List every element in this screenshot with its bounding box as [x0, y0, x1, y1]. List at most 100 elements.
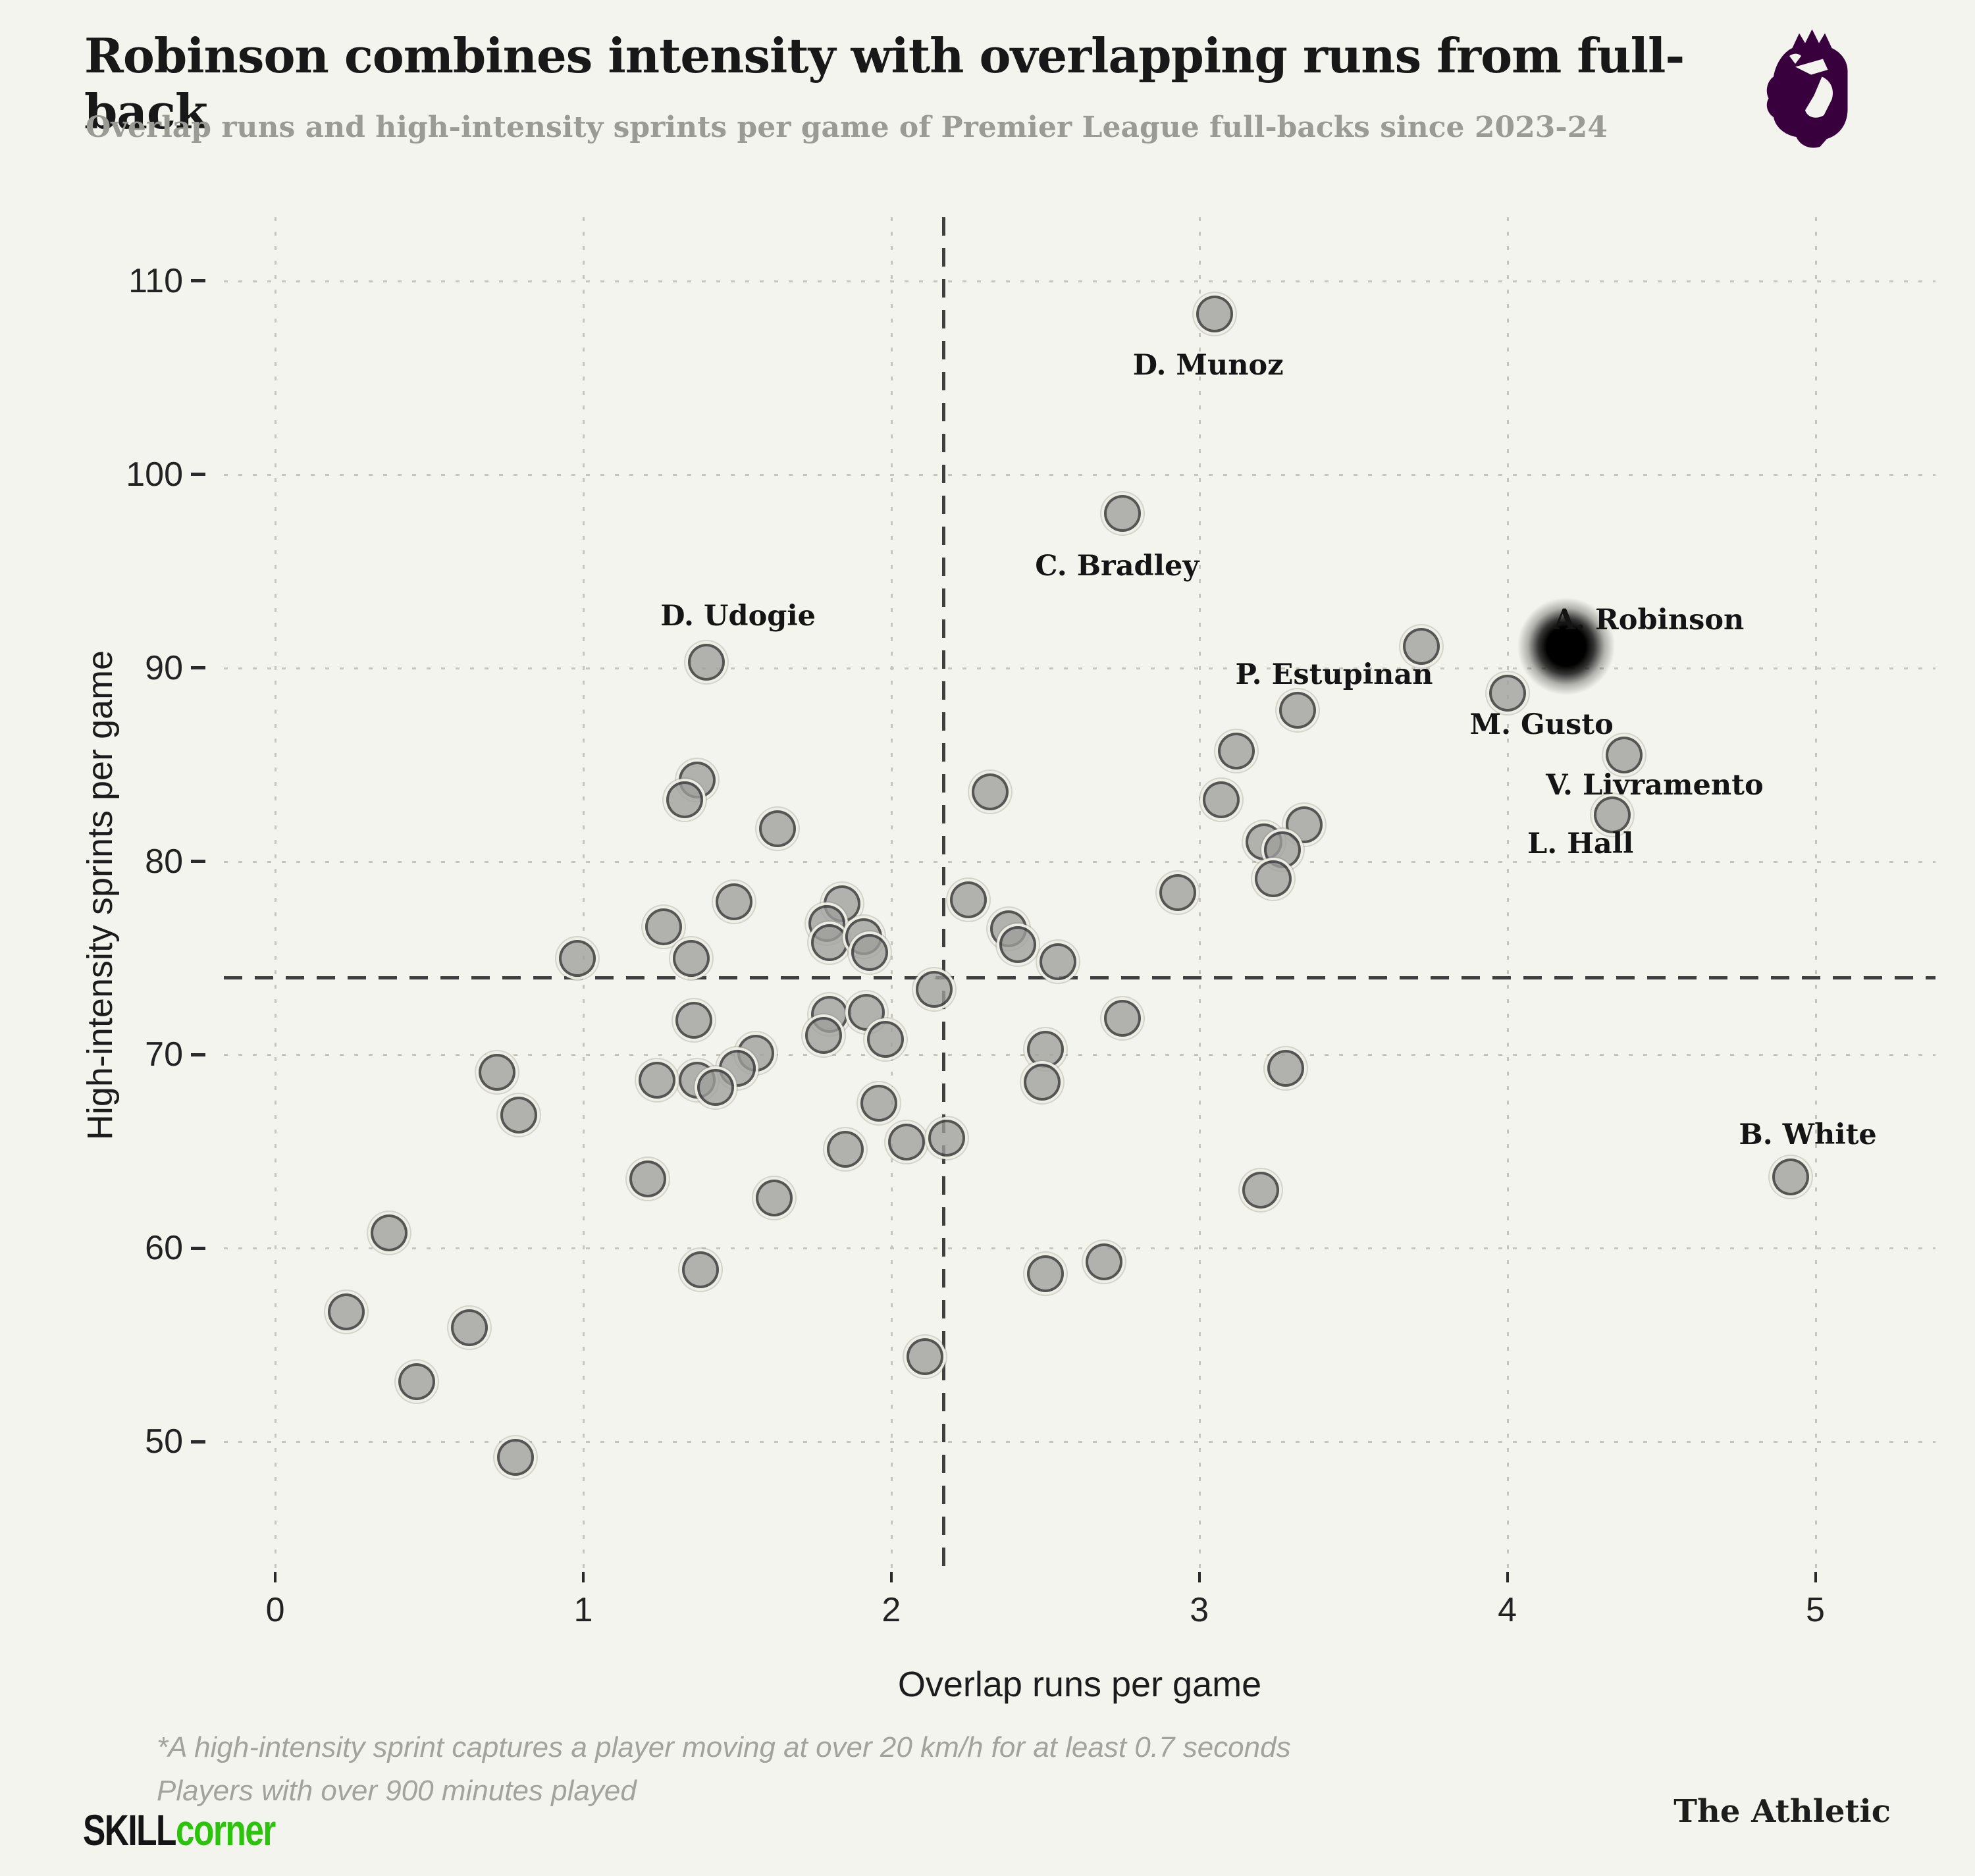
scatter-point [371, 1214, 408, 1251]
y-tick-value: 90 [145, 648, 183, 687]
y-tick-dash [191, 1246, 205, 1250]
scatter-point [1217, 733, 1255, 770]
y-gridline [224, 667, 1936, 669]
footnote-line-1: *A high-intensity sprint captures a play… [157, 1731, 1291, 1763]
scatter-point [1026, 1255, 1064, 1292]
scatter-point [1024, 1063, 1061, 1101]
y-gridline [224, 1247, 1936, 1250]
scatter-point [866, 1020, 904, 1058]
y-tick-dash [191, 1053, 205, 1056]
scatter-point [971, 773, 1009, 810]
scatter-point [949, 881, 987, 919]
scatter-point [675, 1001, 713, 1039]
y-tick-value: 70 [145, 1035, 183, 1074]
y-tick-value: 110 [128, 261, 183, 300]
point-label: L. Hall [1527, 827, 1634, 861]
scatter-point [500, 1096, 537, 1133]
scatter-point [860, 1084, 898, 1122]
y-tick-label: 90 [61, 648, 205, 688]
x-tick-label: 3 [1190, 1591, 1209, 1629]
scatter-point [1202, 781, 1240, 818]
x-axis-title: Overlap runs per game [897, 1665, 1262, 1704]
x-gridline [1814, 217, 1817, 1573]
scatter-point [1085, 1243, 1122, 1280]
y-tick-label: 60 [61, 1228, 205, 1268]
labeled-scatter-point [688, 643, 725, 681]
y-tick-value: 80 [145, 842, 183, 881]
scatter-point [916, 970, 953, 1008]
x-tick-mark [1814, 1572, 1817, 1582]
y-tick-label: 70 [61, 1035, 205, 1074]
scatter-point [639, 1061, 676, 1099]
x-tick-mark [582, 1572, 585, 1582]
scatter-point [681, 1251, 719, 1288]
y-tick-label: 50 [61, 1422, 205, 1461]
scatter-point [450, 1309, 488, 1346]
scatter-point [1103, 999, 1141, 1037]
scatter-point [1159, 873, 1197, 911]
y-gridline [224, 1054, 1936, 1056]
point-label: A. Robinson [1553, 604, 1745, 637]
y-gridline [224, 280, 1936, 282]
labeled-scatter-point [1103, 494, 1141, 532]
y-tick-label: 80 [61, 842, 205, 881]
scatter-point [928, 1119, 966, 1157]
scatter-point [826, 1131, 864, 1168]
x-tick-mark [1506, 1572, 1509, 1582]
x-tick-label: 1 [573, 1591, 593, 1629]
scatter-point [1039, 943, 1076, 981]
scatter-point [804, 1017, 842, 1055]
y-tick-value: 100 [126, 455, 183, 494]
x-tick-label: 4 [1498, 1591, 1517, 1629]
scatter-point [697, 1069, 735, 1107]
scatter-point [907, 1338, 944, 1375]
labeled-scatter-point [1772, 1158, 1810, 1195]
scatter-point [672, 939, 710, 977]
scatter-point [848, 993, 885, 1031]
y-tick-dash [191, 666, 205, 670]
scatter-point [811, 924, 849, 961]
scatter-point [479, 1053, 515, 1091]
scatter-point [497, 1438, 535, 1476]
y-tick-dash [191, 1440, 205, 1444]
skillcorner-logo: SKILLcorner [83, 1805, 276, 1855]
scatter-point [1242, 1172, 1280, 1209]
scatter-point [645, 908, 682, 946]
x-tick-label: 0 [265, 1591, 285, 1629]
scatter-point [1026, 1030, 1064, 1068]
y-tick-value: 50 [145, 1422, 183, 1461]
scatter-point [888, 1123, 926, 1160]
scatter-point [398, 1363, 436, 1401]
scatter-point [327, 1293, 365, 1331]
point-label: D. Udogie [660, 599, 816, 633]
scatter-point [716, 883, 753, 921]
y-gridline [224, 1441, 1936, 1444]
labeled-scatter-point [1593, 796, 1631, 834]
y-gridline [224, 473, 1936, 476]
scatter-point [758, 810, 796, 847]
x-gridline [1198, 217, 1201, 1573]
page-subtitle: Overlap runs and high-intensity sprints … [86, 111, 1608, 144]
y-tick-dash [191, 279, 205, 283]
mean-line-vertical [942, 217, 946, 1573]
scatter-point [558, 939, 596, 977]
labeled-scatter-point [1279, 692, 1317, 729]
y-axis-title: High-intensity sprints per game [80, 650, 120, 1141]
point-label: C. Bradley [1035, 549, 1199, 583]
point-label: V. Livramento [1546, 768, 1764, 802]
page-title: Robinson combines intensity with overlap… [84, 28, 1685, 140]
scatter-point [1255, 860, 1292, 898]
y-tick-label: 110 [61, 261, 205, 301]
x-tick-mark [889, 1572, 893, 1582]
scatter-point [629, 1160, 667, 1197]
x-gridline [1506, 217, 1509, 1573]
x-gridline [275, 217, 277, 1573]
y-gridline [224, 860, 1936, 863]
highlighted-scatter-point [1516, 597, 1616, 696]
scatter-point [666, 781, 704, 818]
point-label: B. White [1739, 1118, 1877, 1151]
y-tick-dash [191, 860, 205, 864]
x-tick-label: 2 [882, 1591, 901, 1629]
